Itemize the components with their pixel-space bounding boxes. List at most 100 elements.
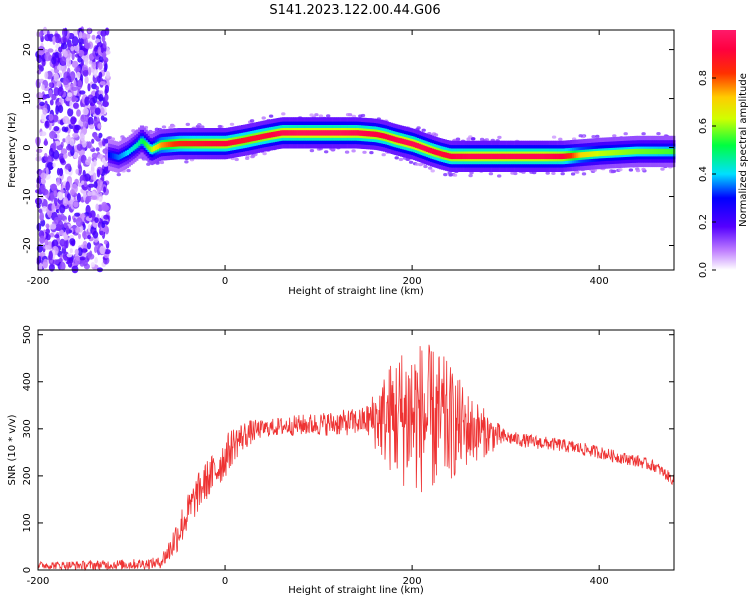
spectrogram-noise-blob [59, 204, 66, 214]
spectrogram-halo-point [468, 174, 473, 178]
spectrogram-ridge-cell [139, 138, 143, 144]
spectrogram-noise-blob [71, 50, 75, 61]
spectrogram-ridge-cell [403, 139, 406, 145]
spectrogram-ridge-cell [530, 153, 534, 160]
snr-x-tick-label: -200 [27, 576, 50, 587]
spectrogram-noise-blob [36, 148, 43, 153]
spectrogram-ridge-cell [276, 131, 279, 137]
spectrogram-x-tick-label: 200 [403, 276, 422, 287]
spectrogram-halo-point [106, 136, 111, 140]
spectrogram-noise-blob [102, 51, 107, 60]
colorbar-ticks: 0.0 0.2 0.4 0.6 0.8 [698, 70, 716, 278]
spectrogram-noise-blob [95, 85, 99, 91]
spectrogram-noise-blob [49, 232, 55, 238]
spectrogram-ridge-cell [637, 148, 640, 155]
spectrogram-ridge-cell [164, 142, 167, 148]
spectrogram-noise-blob [52, 141, 57, 152]
spectrogram-halo-point [330, 148, 336, 152]
spectrogram-halo-point [466, 137, 471, 141]
spectrogram-noise-blob [78, 49, 85, 57]
spectrogram-noise-blob [62, 77, 69, 86]
spectrogram-ridge-cell [549, 153, 552, 160]
spectrogram-noise-blob [65, 181, 70, 192]
spectrogram-ridge-cell [300, 130, 303, 136]
spectrogram-noise-blob [103, 214, 110, 220]
spectrogram-noise-blob [82, 107, 89, 116]
spectrogram-ridge-cell [592, 151, 595, 157]
spectrogram-noise-blob [42, 26, 48, 35]
spectrogram-halo-point [345, 113, 351, 117]
spectrogram-noise-blob [62, 116, 70, 124]
spectrogram-noise-blob [102, 100, 109, 108]
spectrogram-ridge-cell [480, 153, 483, 160]
spectrogram-noise-blob [71, 96, 76, 103]
spectrogram-ridge-cell [325, 130, 328, 136]
spectrogram-y-tick-label: 10 [22, 92, 33, 105]
spectrogram-ridge-cell [194, 140, 197, 147]
spectrogram-ridge-cell [566, 153, 569, 159]
spectrogram-ridge-cell [555, 153, 558, 160]
snr-y-tick-label: 200 [22, 466, 33, 485]
colorbar-gradient [712, 30, 736, 270]
spectrogram-ridge-cell [166, 141, 169, 148]
spectrogram-noise-blob [78, 37, 84, 45]
spectrogram-noise-blob [65, 96, 72, 102]
spectrogram-ridge-cell [136, 142, 139, 148]
spectrogram-noise-blob [99, 230, 104, 236]
spectrogram-ridge-cell [426, 146, 429, 152]
spectrogram-noise-blob [94, 107, 101, 115]
spectrogram-halo-point [318, 114, 324, 118]
snr-x-tick-label: 0 [222, 576, 228, 587]
spectrogram-ridge-cell [227, 140, 231, 146]
spectrogram-noise-blob [53, 190, 58, 197]
spectrogram-ridge-cell [493, 153, 496, 160]
spectrogram-noise-blob [37, 64, 43, 69]
spectrogram-halo-point [398, 157, 404, 162]
spectrogram-ridge-cell [197, 140, 201, 147]
spectrogram-ridge-cell [616, 149, 620, 156]
colorbar-tick-label: 0.2 [698, 214, 709, 230]
spectrogram-ridge-cell [545, 153, 549, 160]
spectrogram-ridge-cell [214, 140, 217, 147]
spectrogram-halo-point [184, 160, 189, 164]
spectrogram-noise-blob [59, 167, 64, 177]
spectrogram-halo-point [610, 170, 616, 174]
spectrogram-ridge-cell [222, 140, 225, 147]
spectrogram-halo-point [217, 124, 222, 129]
spectrogram-noise-blob [69, 248, 73, 254]
spectrogram-noise-blob [87, 183, 95, 188]
spectrogram-noise-blob [94, 69, 98, 78]
spectrogram-noise-blob [47, 48, 54, 53]
spectrogram-halo-point [324, 150, 329, 154]
snr-x-axis-label: Height of straight line (km) [288, 585, 424, 596]
spectrogram-ridge-cell [628, 149, 631, 155]
spectrogram-ridge-cell [132, 145, 135, 151]
spectrogram-halo-point [497, 174, 502, 178]
spectrogram-ridge-cell [162, 142, 165, 148]
spectrogram-ridge-cell [547, 153, 550, 160]
spectrogram-ridge-cell [308, 130, 311, 136]
spectrogram-noise-blob [97, 179, 103, 187]
spectrogram-ridge-cell [295, 130, 298, 136]
spectrogram-ridge-cell [115, 154, 118, 160]
spectrogram-halo-point [618, 168, 623, 172]
spectrogram-ridge-cell [579, 152, 582, 158]
spectrogram-noise-blob [73, 218, 77, 223]
spectrogram-ridge-cell [587, 151, 590, 158]
spectrogram-ridge-cell [603, 150, 607, 156]
spectrogram-ridge-cell [284, 130, 287, 136]
spectrogram-noise-blob [68, 257, 74, 264]
spectrogram-ridge-cell [630, 149, 633, 155]
spectrogram-ridge-cell [293, 130, 296, 136]
spectrogram-ridge-cell [560, 153, 563, 160]
spectrogram-noise-blob [98, 90, 104, 96]
spectrogram-noise-blob [44, 156, 49, 162]
spectrogram-ridge-cell [521, 153, 524, 160]
spectrogram-noise-blob [86, 242, 92, 250]
spectrogram-ridge-cell [110, 152, 113, 159]
spectrogram-noise-blob [49, 130, 57, 140]
spectrogram-halo-point [281, 112, 286, 116]
spectrogram-halo-point [551, 171, 556, 175]
spectrogram-noise-blob [58, 104, 64, 114]
spectrogram-halo-point [418, 163, 423, 167]
